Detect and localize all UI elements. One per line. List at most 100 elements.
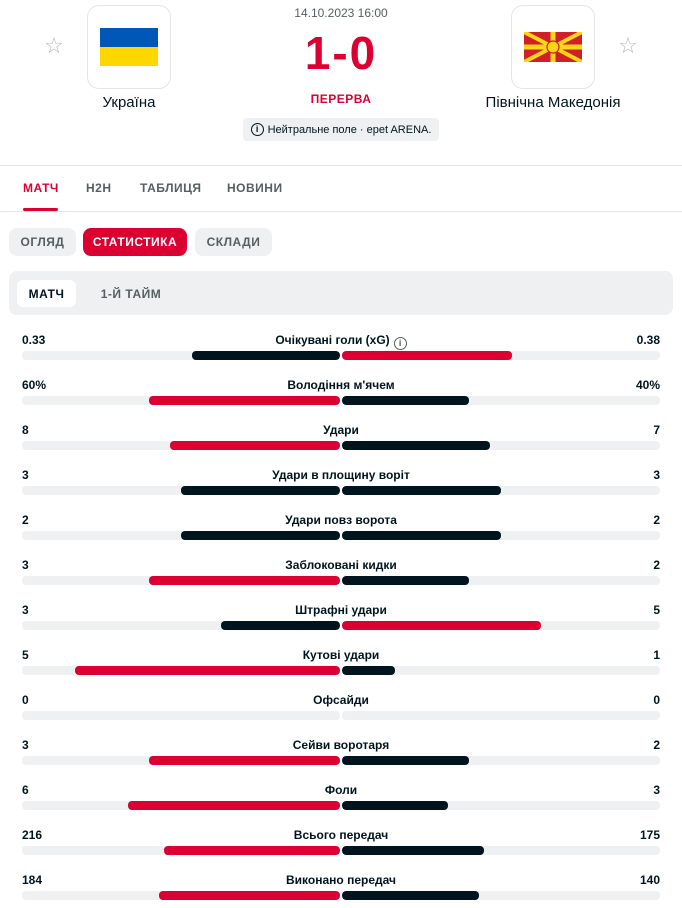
stat-away-bar-track <box>342 531 660 540</box>
stat-home-bar <box>220 621 340 630</box>
stat-home-bar-track <box>22 396 340 405</box>
stat-name: Офсайди <box>141 693 541 707</box>
stat-home-value: 3 <box>22 468 29 482</box>
stat-home-bar-track <box>22 441 340 450</box>
stat-home-bar-track <box>22 756 340 765</box>
tab-table[interactable]: ТАБЛИЦЯ <box>140 181 202 195</box>
stat-name-label: Виконано передач <box>286 873 396 887</box>
stat-away-bar-track <box>342 756 660 765</box>
stat-row: 0 Офсайди 0 <box>0 693 682 738</box>
stat-away-value: 175 <box>639 828 660 842</box>
subtab-statistics[interactable]: СТАТИСТИКА <box>83 228 187 256</box>
stat-home-bar-track <box>22 711 340 720</box>
stat-name: Очікувані голи (xG) i <box>141 333 541 350</box>
stat-name: Заблоковані кидки <box>141 558 541 572</box>
stat-name: Штрафні удари <box>141 603 541 617</box>
stat-away-value: 2 <box>653 513 660 527</box>
stat-away-bar <box>342 531 501 540</box>
stat-away-value: 2 <box>653 738 660 752</box>
match-score: 1-0 <box>304 27 378 79</box>
period-selector: МАТЧ 1-Й ТАЙМ <box>9 271 673 315</box>
stat-name-label: Кутові удари <box>302 648 380 662</box>
period-match[interactable]: МАТЧ <box>17 280 76 307</box>
favorite-away-star-icon[interactable]: ☆ <box>618 33 638 58</box>
home-team-name[interactable]: Україна <box>102 94 156 111</box>
stat-away-bar <box>342 846 485 855</box>
stat-home-value: 3 <box>22 558 29 572</box>
stat-away-bar-track <box>342 711 660 720</box>
stat-name: Удари повз ворота <box>141 513 541 527</box>
stat-home-value: 0.33 <box>22 333 46 347</box>
stat-name-label: Удари <box>323 423 359 437</box>
favorite-home-star-icon[interactable]: ☆ <box>44 33 64 58</box>
stat-away-value: 3 <box>653 468 660 482</box>
subtab-overview[interactable]: ОГЛЯД <box>9 228 76 256</box>
stat-home-bar <box>75 666 340 675</box>
away-team-logo[interactable] <box>511 5 595 89</box>
stat-home-value: 60% <box>22 378 47 392</box>
stat-home-value: 3 <box>22 603 29 617</box>
stat-away-bar-track <box>342 576 660 585</box>
stat-row: 3 Сейви воротаря 2 <box>0 738 682 783</box>
stat-home-value: 216 <box>22 828 43 842</box>
stat-row: 3 Заблоковані кидки 2 <box>0 558 682 603</box>
stat-away-bar <box>342 396 470 405</box>
stat-home-bar-track <box>22 351 340 360</box>
stat-away-value: 0 <box>653 693 660 707</box>
stat-row: 8 Удари 7 <box>0 423 682 468</box>
stat-away-bar <box>342 666 395 675</box>
stat-home-bar-track <box>22 576 340 585</box>
north-macedonia-flag-icon <box>524 32 582 62</box>
stat-home-bar <box>170 441 340 450</box>
stat-home-bar <box>164 846 340 855</box>
stat-name-label: Офсайди <box>313 693 369 707</box>
stat-home-value: 8 <box>22 423 29 437</box>
stat-home-bar <box>181 486 340 495</box>
stat-name: Удари <box>141 423 541 437</box>
stat-home-value: 0 <box>22 693 29 707</box>
stat-home-bar <box>149 756 340 765</box>
stat-name-label: Очікувані голи (xG) <box>275 333 390 347</box>
stat-home-value: 3 <box>22 738 29 752</box>
stat-home-bar-track <box>22 531 340 540</box>
stat-away-bar <box>342 756 470 765</box>
stat-home-bar-track <box>22 666 340 675</box>
stat-away-bar-track <box>342 396 660 405</box>
stat-name: Володіння м'ячем <box>141 378 541 392</box>
stat-name: Виконано передач <box>141 873 541 887</box>
stat-away-bar <box>342 441 491 450</box>
tab-news[interactable]: НОВИНИ <box>227 181 283 195</box>
stat-name: Всього передач <box>141 828 541 842</box>
away-team-name[interactable]: Північна Македонія <box>485 94 621 111</box>
stat-row: 184 Виконано передач 140 <box>0 873 682 908</box>
match-date: 14.10.2023 16:00 <box>294 6 388 20</box>
stat-home-bar <box>181 531 340 540</box>
stat-row: 3 Удари в площину воріт 3 <box>0 468 682 513</box>
stat-away-bar <box>342 351 513 360</box>
tab-match[interactable]: МАТЧ <box>23 181 59 195</box>
stat-home-bar <box>159 891 340 900</box>
stat-home-bar-track <box>22 621 340 630</box>
stat-home-bar <box>149 396 340 405</box>
subtab-lineups[interactable]: СКЛАДИ <box>195 228 272 256</box>
venue-text: Нейтральне поле · epet ARENA. <box>267 123 432 136</box>
stat-home-bar <box>149 576 340 585</box>
period-first-half[interactable]: 1-Й ТАЙМ <box>100 286 162 301</box>
tab-h2h[interactable]: H2H <box>86 181 112 195</box>
info-icon: i <box>250 123 264 136</box>
home-team-logo[interactable] <box>87 5 171 89</box>
stat-away-bar-track <box>342 891 660 900</box>
stat-name-label: Володіння м'ячем <box>287 378 395 392</box>
stat-row: 5 Кутові удари 1 <box>0 648 682 693</box>
stat-away-bar-track <box>342 441 660 450</box>
stat-home-bar-track <box>22 846 340 855</box>
stat-away-value: 5 <box>653 603 660 617</box>
stat-home-value: 6 <box>22 783 29 797</box>
stat-row: 3 Штрафні удари 5 <box>0 603 682 648</box>
stat-name: Удари в площину воріт <box>141 468 541 482</box>
stat-home-bar-track <box>22 486 340 495</box>
stat-away-value: 40% <box>635 378 660 392</box>
stat-away-bar <box>342 801 448 810</box>
xg-info-icon[interactable]: i <box>393 337 407 350</box>
stat-away-bar-track <box>342 351 660 360</box>
